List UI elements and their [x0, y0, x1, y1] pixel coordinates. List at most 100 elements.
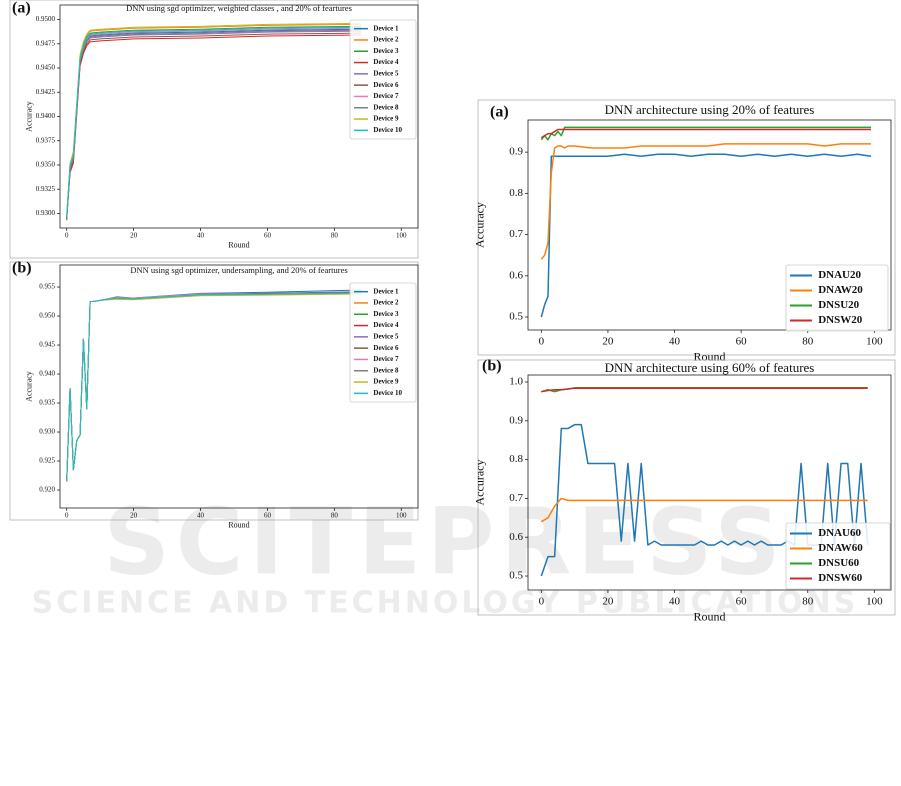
y-tick-label: 0.950 [39, 312, 55, 320]
watermark-subtitle: SCIENCE AND TECHNOLOGY PUBLICATIONS [32, 586, 859, 621]
y-tick-label: 0.9 [509, 146, 523, 158]
legend-label: Device 6 [373, 344, 399, 352]
legend-label: Device 4 [373, 58, 399, 66]
x-tick-label: 40 [197, 231, 205, 239]
legend-box [349, 282, 417, 403]
legend-label: Device 1 [373, 287, 399, 295]
legend-label: Device 8 [373, 366, 399, 374]
legend-box [349, 19, 417, 140]
legend-label: DNAU20 [818, 269, 861, 281]
legend-label: Device 5 [373, 332, 399, 340]
y-axis-label: Accuracy [25, 371, 34, 402]
plot-area [527, 374, 892, 591]
y-tick-label: 0.9300 [36, 209, 56, 217]
series-line [66, 291, 362, 482]
legend-label: DNAW20 [818, 284, 863, 296]
y-tick-label: 0.7 [509, 228, 523, 240]
y-tick-label: 0.5 [509, 570, 523, 582]
series-line [541, 387, 868, 393]
panel-frame [477, 99, 896, 356]
legend-label: Device 2 [373, 299, 399, 307]
series-line [66, 28, 362, 216]
legend-label: DNSW20 [818, 314, 863, 326]
chart-title: DNN using sgd optimizer, weighted classe… [126, 3, 352, 13]
y-tick-label: 0.940 [39, 370, 55, 378]
series-line [540, 497, 868, 523]
x-tick-label: 100 [866, 336, 883, 348]
x-tick-label: 40 [669, 596, 681, 608]
y-tick-label: 0.5 [509, 311, 523, 323]
x-tick-label: 60 [736, 596, 748, 608]
legend-label: Device 1 [373, 24, 399, 32]
series-line [66, 34, 362, 219]
x-tick-label: 0 [65, 231, 69, 239]
x-tick-label: 40 [197, 511, 205, 519]
x-tick-label: 0 [65, 511, 69, 519]
y-tick-label: 0.9500 [36, 15, 56, 23]
legend-label: Device 10 [373, 126, 402, 134]
x-tick-label: 80 [331, 231, 339, 239]
y-tick-label: 0.925 [39, 457, 55, 465]
y-tick-label: 0.920 [39, 486, 55, 494]
x-tick-label: 20 [130, 511, 138, 519]
legend-label: Device 9 [373, 378, 399, 386]
y-tick-label: 0.9475 [36, 39, 56, 47]
series-line [66, 29, 362, 219]
y-tick-label: 0.9450 [36, 64, 56, 72]
series-line [66, 291, 362, 482]
chart-title: DNN architecture using 60% of features [605, 360, 815, 375]
legend-label: Device 6 [373, 81, 399, 89]
series-line [66, 26, 362, 218]
legend-label: Device 10 [373, 389, 402, 397]
legend-label: DNAU60 [818, 527, 861, 539]
legend-label: Device 3 [373, 310, 399, 318]
legend-label: DNAW60 [818, 542, 863, 554]
series-line [66, 292, 362, 482]
x-axis-label: Round [228, 520, 249, 529]
panel-label: (b) [12, 260, 32, 277]
legend-label: Device 7 [373, 92, 399, 100]
legend-label: Device 5 [373, 69, 399, 77]
series-line [66, 289, 362, 482]
legend-box [785, 264, 889, 332]
y-tick-label: 0.9375 [36, 136, 56, 144]
legend-label: Device 4 [373, 321, 399, 329]
chart-title: DNN architecture using 20% of features [605, 102, 815, 117]
chart-title: DNN using sgd optimizer, undersampling, … [130, 265, 347, 275]
series-line [66, 22, 362, 217]
x-tick-label: 60 [264, 511, 272, 519]
y-tick-label: 0.9350 [36, 161, 56, 169]
y-tick-label: 0.955 [39, 283, 55, 291]
x-tick-label: 100 [866, 596, 883, 608]
y-tick-label: 0.930 [39, 428, 55, 436]
x-tick-label: 80 [331, 511, 339, 519]
series-line [540, 128, 872, 139]
y-tick-label: 0.945 [39, 341, 55, 349]
legend-label: DNSW60 [818, 572, 863, 584]
x-tick-label: 80 [802, 596, 814, 608]
y-tick-label: 0.9325 [36, 185, 56, 193]
y-axis-label: Accuracy [472, 202, 486, 248]
legend-label: Device 2 [373, 36, 399, 44]
panel-label: (a) [490, 104, 509, 121]
plot-area [59, 264, 419, 509]
series-line [66, 27, 362, 218]
legend-label: DNSU60 [818, 557, 859, 569]
series-line [66, 23, 362, 218]
y-tick-label: 0.9 [509, 414, 523, 426]
y-tick-label: 0.8 [509, 453, 523, 465]
legend-label: Device 7 [373, 355, 399, 363]
y-tick-label: 0.935 [39, 399, 55, 407]
x-tick-label: 60 [264, 231, 272, 239]
panel-label: (b) [482, 358, 502, 375]
x-tick-label: 60 [736, 336, 748, 348]
watermark-title: SCITEPRESS [103, 488, 786, 595]
series-line [66, 30, 362, 217]
legend-label: Device 3 [373, 47, 399, 55]
y-tick-label: 1.0 [509, 376, 523, 388]
x-tick-label: 40 [669, 336, 681, 348]
legend-box [785, 522, 891, 590]
series-line [66, 293, 362, 482]
series-line [66, 291, 362, 482]
series-line [66, 292, 362, 482]
